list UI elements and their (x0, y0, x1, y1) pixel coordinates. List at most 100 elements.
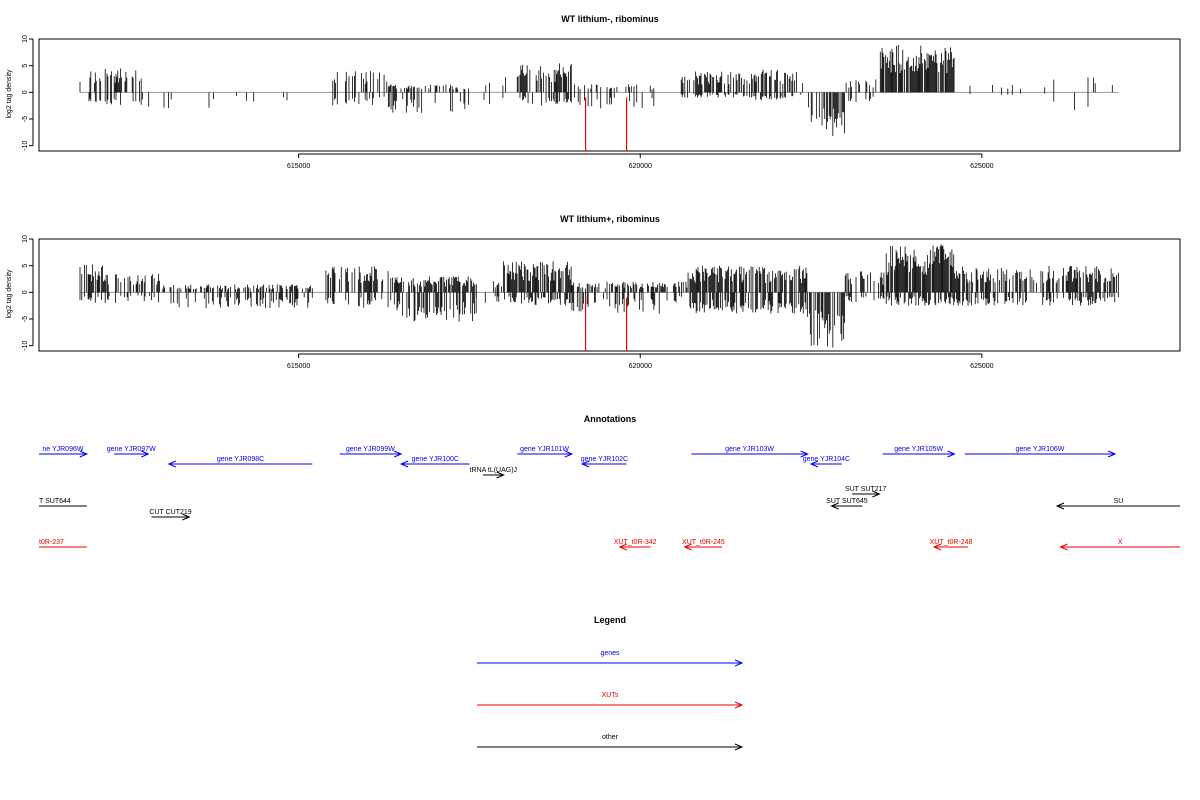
feature: SU (1055, 498, 1180, 510)
feature-label: X (1118, 539, 1123, 546)
feature: CUT CUT219 (149, 509, 192, 521)
feature-label: t0R-237 (39, 539, 64, 546)
legend-label: genes (600, 650, 620, 657)
feature-arrowhead (1059, 543, 1068, 551)
feature-list: ne YJR096W gene YJR097W gene YJR098C gene Y… (39, 446, 1180, 551)
x-tick-label: 620000 (629, 363, 652, 370)
feature-label: gene YJR103W (725, 446, 774, 453)
legend-entry: genes (477, 650, 744, 667)
x-axis: 615000 620000 625000 (287, 153, 994, 170)
x-axis: 615000 620000 625000 (287, 353, 994, 370)
feature: XUT_t0R-245 (682, 539, 725, 551)
feature-arrowhead (809, 460, 819, 468)
feature-arrowhead (167, 460, 177, 468)
feature-arrowhead (141, 450, 150, 458)
feature: gene YJR102C (580, 456, 628, 468)
feature-label: SUT SUT217 (845, 486, 887, 493)
feature-label: gene YJR102C (581, 456, 628, 463)
y-tick-label: 0 (22, 290, 29, 294)
feature-label: XUT_t0R-245 (682, 539, 725, 546)
annotations-title: Annotations (584, 414, 637, 424)
feature: gene YJR104C (803, 456, 850, 468)
x-tick-label: 625000 (970, 363, 993, 370)
feature: X (1059, 539, 1180, 551)
feature-arrowhead (496, 471, 505, 479)
feature: gene YJR099W (339, 446, 403, 458)
feature: SUT SUT217 (845, 486, 887, 498)
feature: tRNA tL(UAG)J (470, 467, 517, 479)
y-axis-label: log2 tag density (6, 69, 13, 119)
y-tick-label: 5 (22, 264, 29, 268)
feature: gene YJR101W (517, 446, 574, 458)
feature-arrowhead (1107, 450, 1117, 458)
y-axis-label: log2 tag density (6, 269, 13, 319)
feature: gene YJR100C (399, 456, 470, 468)
feature-arrowhead (79, 450, 89, 458)
feature: ne YJR096W (39, 446, 89, 458)
density-panel-lithium-plus: WT lithium+, ribominus log2 tag density … (6, 214, 1181, 370)
panel-title: WT lithium+, ribominus (560, 214, 660, 224)
y-tick-label: -10 (22, 141, 29, 151)
feature-arrowhead (683, 543, 692, 551)
plot-frame (38, 238, 1181, 352)
feature-label: gene YJR106W (1015, 446, 1064, 453)
legend-label: other (602, 734, 619, 741)
x-tick-label: 615000 (287, 163, 310, 170)
feature-arrowhead (872, 490, 881, 498)
feature-label: CUT CUT219 (149, 509, 191, 516)
y-tick-label: -5 (22, 116, 29, 122)
legend-arrowhead (734, 659, 744, 667)
feature-arrowhead (1055, 502, 1065, 510)
feature-label: SU (1114, 498, 1124, 505)
feature: gene YJR098C (167, 456, 313, 468)
feature-arrowhead (618, 543, 627, 551)
feature-label: gene YJR100C (412, 456, 459, 463)
y-tick-label: 10 (22, 235, 29, 243)
feature-arrowhead (800, 450, 809, 458)
feature-label: tRNA tL(UAG)J (470, 467, 517, 474)
x-tick-label: 625000 (970, 163, 993, 170)
feature: gene YJR097W (107, 446, 156, 458)
legend-entry: XUTs (477, 692, 744, 709)
feature-arrowhead (947, 450, 956, 458)
feature-label: gene YJR104C (803, 456, 850, 463)
y-axis: 10 5 0 -5 -10 (22, 235, 34, 351)
x-tick-label: 620000 (629, 163, 652, 170)
y-tick-label: 10 (22, 35, 29, 43)
legend-entries: genes XUTs other (477, 650, 744, 751)
y-tick-label: -10 (22, 341, 29, 351)
plot-frame (38, 38, 1181, 152)
feature-arrowhead (182, 513, 191, 521)
feature: XUT_t0R-342 (614, 539, 657, 551)
density-bars (79, 244, 1119, 348)
feature-label: XUT_t0R-342 (614, 539, 657, 546)
y-tick-label: -5 (22, 316, 29, 322)
feature-label: gene YJR105W (894, 446, 943, 453)
feature-arrowhead (399, 460, 409, 468)
feature-arrowhead (393, 450, 403, 458)
legend-arrowhead (734, 701, 744, 709)
legend-arrowhead (734, 743, 744, 751)
y-tick-label: 0 (22, 90, 29, 94)
legend-title: Legend (594, 615, 626, 625)
feature-arrowhead (580, 460, 590, 468)
feature-label: gene YJR101W (520, 446, 569, 453)
feature: T SUT644 (39, 498, 87, 507)
legend: Legend genes XUTs other (477, 615, 744, 751)
feature: SUT SUT645 (826, 498, 868, 510)
density-bars (79, 44, 1119, 137)
feature-label: T SUT644 (39, 498, 71, 505)
feature-label: gene YJR099W (346, 446, 395, 453)
position-markers (584, 97, 628, 151)
y-axis: 10 5 0 -5 -10 (22, 35, 34, 151)
y-tick-label: 5 (22, 64, 29, 68)
feature-label: SUT SUT645 (826, 498, 868, 505)
feature-arrowhead (932, 543, 942, 551)
position-markers (584, 297, 628, 351)
density-panel-lithium-minus: WT lithium-, ribominus log2 tag density … (6, 14, 1181, 170)
feature-label: ne YJR096W (42, 446, 84, 453)
legend-entry: other (477, 734, 744, 751)
feature-label: XUT_t0R-248 (930, 539, 973, 546)
annotations-track: Annotations ne YJR096W gene YJR097W gene Y… (39, 414, 1180, 551)
